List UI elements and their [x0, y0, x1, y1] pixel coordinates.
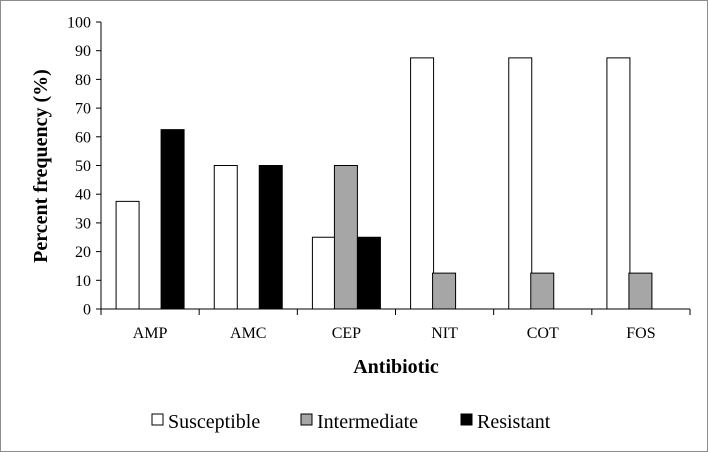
y-tick-label: 90 [75, 43, 91, 60]
y-tick-label: 70 [75, 101, 91, 118]
legend-label-resistant: Resistant [477, 411, 551, 433]
legend-label-susceptible: Susceptible [168, 411, 260, 433]
x-axis-title: Antibiotic [353, 356, 439, 378]
y-tick-label: 30 [75, 215, 91, 232]
x-tick-label: CEP [332, 325, 361, 342]
legend-swatch-resistant [460, 413, 473, 426]
y-tick-label: 20 [75, 244, 91, 261]
x-tick-label: AMP [133, 325, 168, 342]
bar-susceptible-amc [213, 165, 238, 310]
y-tick-label: 40 [75, 187, 91, 204]
bar-resistant-cep [356, 236, 381, 310]
bar-intermediate-cot [530, 272, 555, 310]
bar-intermediate-cep [333, 165, 358, 310]
bar-resistant-amp [160, 129, 185, 310]
legend-swatch-intermediate [300, 413, 313, 426]
y-tick-label: 0 [83, 302, 91, 319]
bars [115, 57, 653, 310]
bar-susceptible-nit [410, 57, 435, 310]
bar-susceptible-fos [606, 57, 631, 310]
legend-swatch-susceptible [151, 413, 164, 426]
bar-susceptible-cep [311, 236, 336, 310]
legend-label-intermediate: Intermediate [317, 411, 418, 433]
bar-susceptible-amp [115, 200, 140, 310]
x-tick-label: COT [527, 325, 559, 342]
bar-intermediate-nit [432, 272, 457, 310]
y-tick-label: 60 [75, 129, 91, 146]
bar-susceptible-cot [508, 57, 533, 310]
y-tick-label: 10 [75, 273, 91, 290]
y-tick-label: 100 [67, 15, 91, 32]
y-axis-ticks: 0 10 20 30 40 50 60 70 80 90 100 [67, 15, 101, 319]
y-tick-label: 80 [75, 72, 91, 89]
y-axis-title: Percent frequency (%) [30, 69, 52, 263]
x-tick-label: FOS [626, 325, 655, 342]
x-tick-label: AMC [230, 325, 266, 342]
x-tick-label: NIT [431, 325, 458, 342]
x-axis-ticks: AMP AMC CEP NIT COT FOS [100, 309, 691, 342]
bar-intermediate-fos [628, 272, 653, 310]
legend: Susceptible Intermediate Resistant [151, 411, 551, 433]
axes [100, 22, 690, 310]
y-tick-label: 50 [75, 158, 91, 175]
bar-resistant-amc [258, 165, 283, 310]
